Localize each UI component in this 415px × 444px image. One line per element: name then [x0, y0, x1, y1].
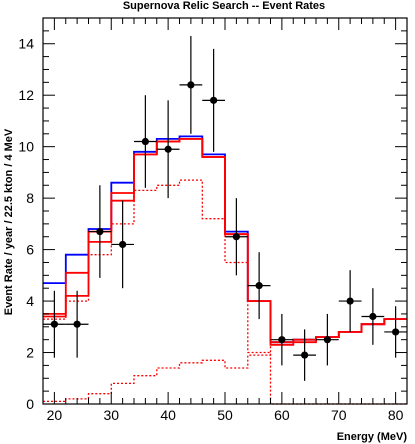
- data-point: [156, 100, 180, 199]
- data-marker: [301, 351, 309, 359]
- chart-title: Supernova Relic Search -- Event Rates: [123, 0, 325, 12]
- data-point: [134, 95, 157, 188]
- data-marker: [187, 81, 195, 89]
- y-tick-label: 4: [26, 293, 34, 309]
- data-marker: [278, 336, 286, 344]
- data-marker: [346, 297, 354, 305]
- x-tick-label: 40: [160, 407, 176, 423]
- y-tick-label: 12: [18, 87, 34, 103]
- data-point: [65, 290, 89, 358]
- data-marker: [210, 96, 218, 104]
- data-point: [225, 198, 248, 276]
- x-tick-label: 30: [103, 407, 119, 423]
- data-marker: [119, 240, 127, 249]
- y-tick-label: 10: [18, 139, 34, 155]
- data-point: [247, 252, 271, 320]
- data-point: [179, 36, 203, 134]
- data-marker: [50, 320, 58, 328]
- x-tick-label: 80: [388, 407, 404, 423]
- y-axis-title: Event Rate / year / 22.5 kton / 4 MeV: [3, 128, 15, 315]
- data-point: [338, 270, 362, 332]
- data-marker: [232, 233, 240, 241]
- y-tick-label: 2: [26, 345, 34, 361]
- x-tick-label: 60: [274, 407, 290, 423]
- data-marker: [392, 328, 400, 336]
- data-point: [202, 48, 225, 152]
- data-point: [293, 329, 316, 381]
- data-marker: [96, 227, 104, 236]
- data-point: [88, 185, 112, 278]
- data-marker: [369, 312, 377, 321]
- x-tick-label: 70: [331, 407, 347, 423]
- y-tick-label: 8: [26, 190, 34, 206]
- data-point: [384, 306, 407, 358]
- data-point: [111, 200, 134, 289]
- data-point: [43, 290, 66, 358]
- y-tick-label: 14: [18, 36, 34, 52]
- data-point: [361, 288, 385, 345]
- y-tick-label: 6: [26, 242, 34, 258]
- plot-frame: [42, 17, 408, 405]
- plot-area: [43, 36, 407, 405]
- data-point: [270, 313, 294, 366]
- histogram-series-4: [43, 318, 407, 403]
- data-marker: [73, 320, 81, 328]
- data-marker: [323, 336, 331, 344]
- x-axis-title: Energy (MeV): [337, 431, 408, 443]
- x-tick-label: 20: [47, 407, 63, 423]
- data-marker: [141, 137, 149, 146]
- data-point: [316, 313, 339, 366]
- data-marker: [164, 145, 172, 153]
- x-tick-label: 50: [217, 407, 233, 423]
- y-tick-label: 0: [26, 396, 34, 412]
- data-marker: [255, 282, 263, 290]
